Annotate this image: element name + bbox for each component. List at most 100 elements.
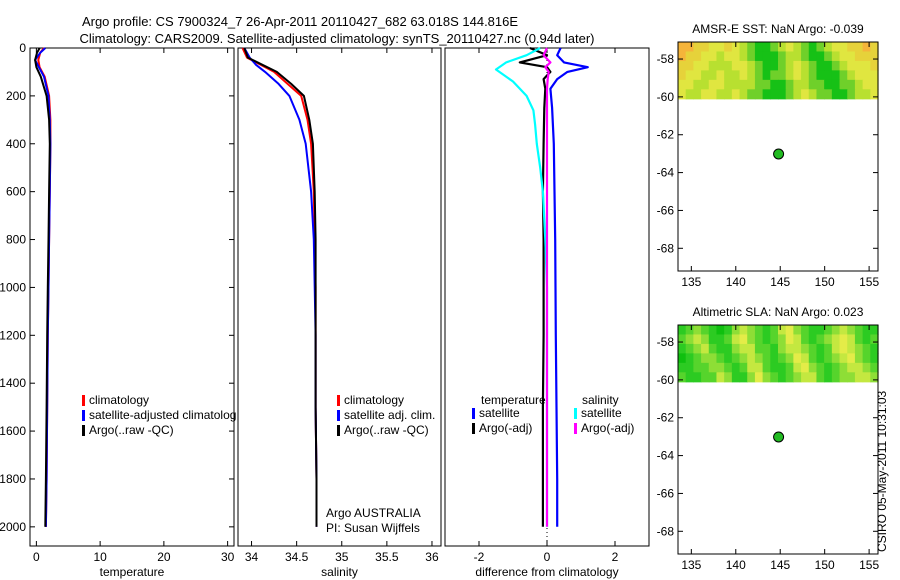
y-tick-label: -66 [657,203,675,217]
map-cell [808,372,818,383]
map-cell [870,343,879,354]
series-line-temperature-satellite [549,47,589,527]
map-cell [854,42,864,53]
y-tick-label: 600 [6,185,26,199]
map-cell [801,60,810,71]
map-cell [793,60,802,71]
map-cell [801,334,810,345]
map-cell [770,60,779,71]
y-tick-label: 1400 [0,376,26,390]
x-tick-label: 155 [859,558,879,572]
map-cell [778,353,787,364]
map-cell [685,89,694,100]
map-cell [824,334,833,345]
map-cell [762,89,771,100]
map-cell [693,362,702,373]
legend-swatch [82,425,85,436]
map-cell [685,79,694,90]
map-cell [708,325,718,336]
map-cell [854,79,864,90]
map-cell [747,42,756,53]
map-cell [701,343,710,354]
map-cell [793,79,802,90]
y-tick-label: -68 [657,524,675,538]
map-cell [701,42,710,53]
map-cell [862,334,871,345]
map-cell [739,334,748,345]
map-cell [678,343,687,354]
map-cell [862,325,871,336]
map-cell [854,51,864,62]
timestamp-side-label: CSIRO 05-May-2011 10:31:03 [875,390,889,552]
map-cell [724,60,733,71]
map-cell [747,79,756,90]
map-cell [816,70,825,81]
map-cell [731,70,741,81]
map-cell [862,343,871,354]
map-cell [831,89,841,100]
map-cell [831,70,841,81]
map-cell [831,353,841,364]
map-title: Altimetric SLA: NaN Argo: 0.023 [693,305,864,319]
map-cell [770,70,779,81]
map-cell [778,51,787,62]
map-cell [685,353,694,364]
map-cell [754,42,764,53]
map-cell [801,51,810,62]
map-cell [847,334,856,345]
legend-label: Argo(-adj) [581,421,634,435]
map-cell [824,343,833,354]
map-cell [716,79,725,90]
map-cell [770,325,779,336]
map-cell [708,372,718,383]
legend-swatch [82,395,85,406]
map-cell [778,42,787,53]
map-cell [716,89,725,100]
map-cell [739,372,748,383]
series-line-satellite-adj-clim [243,47,318,527]
map-cell [701,89,710,100]
x-tick-label: 34.5 [285,550,309,564]
sla-map-chart: Altimetric SLA: NaN Argo: 0.023 135 140 145… [657,305,880,572]
map-cell [870,42,879,53]
map-cell [716,343,725,354]
map-cell [716,325,725,336]
map-cell [831,79,841,90]
legend-label: climatology [89,393,149,407]
map-cell [716,362,725,373]
plot-area: 0 10 20 30020040060080010001200140016001800… [0,22,879,579]
map-cell [701,353,710,364]
map-cell [808,79,818,90]
map-cell [701,372,710,383]
map-cell [816,79,825,90]
legend-swatch [472,408,475,419]
map-cell [724,70,733,81]
y-tick-label: 2000 [0,520,26,534]
map-cell [701,60,710,71]
map-cell [716,353,725,364]
x-tick-label: 0 [33,550,40,564]
map-cell [801,372,810,383]
y-tick-label: 1000 [0,280,26,294]
map-cell [793,70,802,81]
map-cell [770,51,779,62]
map-cell [678,89,687,100]
map-cell [839,353,848,364]
map-cell [678,372,687,383]
map-cell [854,70,864,81]
map-cell [862,372,871,383]
x-tick-label: 30 [221,550,235,564]
map-cell [724,51,733,62]
y-tick-label: -58 [657,335,675,349]
map-cell [801,343,810,354]
map-cell [839,42,848,53]
map-cell [747,343,756,354]
y-tick-label: -64 [657,166,675,180]
map-cell [808,51,818,62]
map-cell [754,343,764,354]
map-cell [824,70,833,81]
map-cell [731,343,741,354]
map-cell [685,42,694,53]
map-cell [785,51,794,62]
